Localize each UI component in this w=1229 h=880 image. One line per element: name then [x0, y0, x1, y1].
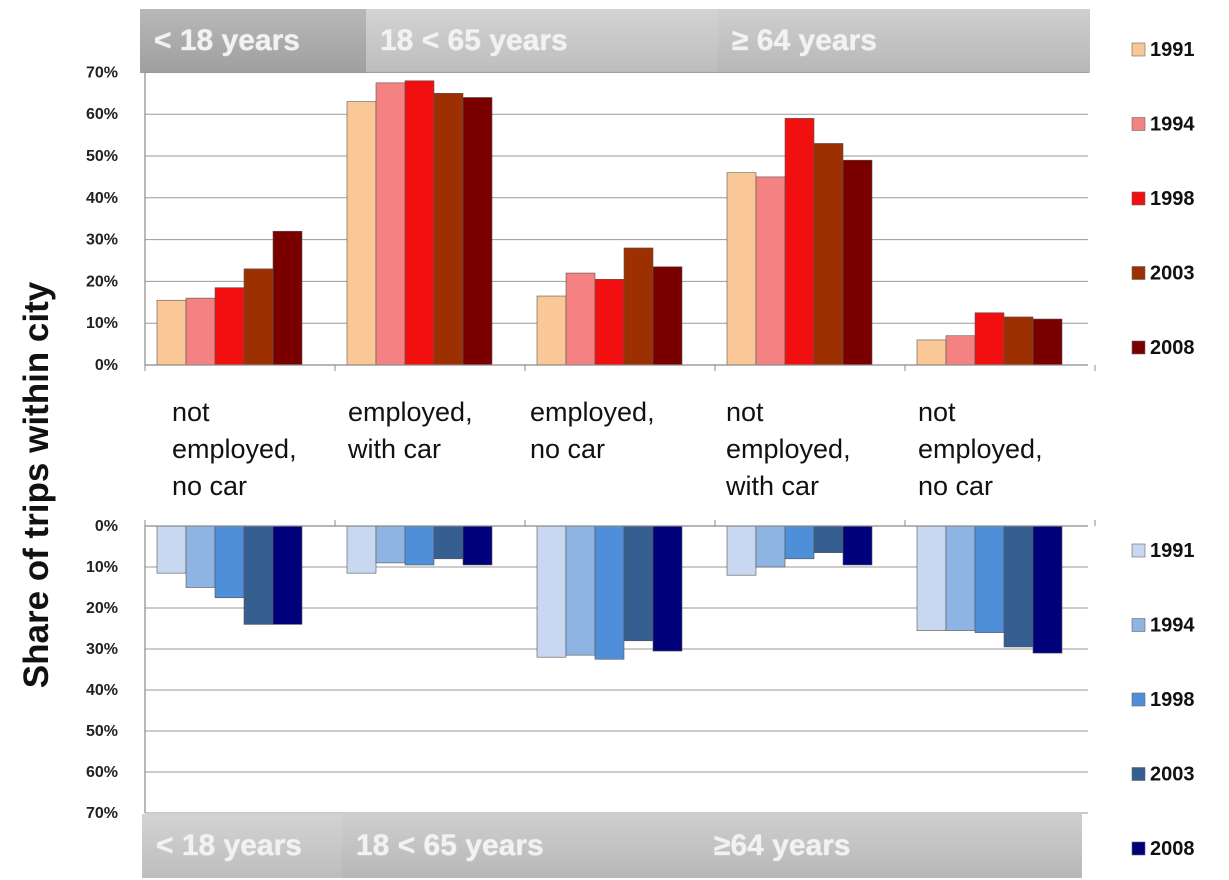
- bar-1991-cat5: [916, 525, 947, 631]
- bar-1998-cat4: [784, 525, 815, 560]
- bar-1991-cat2: [346, 101, 377, 366]
- bar-2003-cat3: [623, 525, 654, 642]
- bar-2003-cat3: [623, 247, 654, 366]
- bar-2003-cat5: [1003, 525, 1034, 648]
- y-tick-label: 30%: [86, 641, 118, 658]
- bar-1994-cat1: [185, 525, 216, 588]
- bar-1998-cat3: [594, 525, 625, 660]
- bar-1994-cat4: [755, 525, 786, 568]
- bar-2008-cat5: [1032, 525, 1063, 654]
- bar-2003-cat2: [433, 525, 464, 560]
- category-label-2: employed, with car: [348, 397, 473, 464]
- y-tick-label: 50%: [86, 723, 118, 740]
- bar-1998-cat3: [594, 279, 625, 366]
- age-band-senior-top: ≥ 64 years: [718, 9, 1090, 73]
- legend-label-1991: 1991: [1150, 39, 1195, 61]
- bar-1994-cat5: [945, 335, 976, 366]
- y-tick-label: 0%: [95, 357, 118, 374]
- y-tick-label: 50%: [86, 148, 118, 165]
- bar-1991-cat1: [156, 299, 187, 366]
- bar-1994-cat3: [565, 272, 596, 366]
- category-label-5: not employed, no car: [918, 397, 1043, 501]
- bar-2008-cat2: [462, 525, 493, 566]
- bar-2008-cat3: [652, 525, 683, 652]
- bar-2008-cat2: [462, 97, 493, 366]
- bar-1998-cat5: [974, 312, 1005, 366]
- bar-1991-cat3: [536, 295, 567, 366]
- y-tick-label: 70%: [86, 64, 118, 81]
- bar-2003-cat1: [243, 525, 274, 625]
- bar-1998-cat4: [784, 118, 815, 366]
- age-band-senior-bottom: ≥64 years: [700, 814, 1082, 878]
- y-tick-label: 0%: [95, 518, 118, 535]
- bar-2003-cat2: [433, 93, 464, 366]
- y-tick-label: 10%: [86, 315, 118, 332]
- legend-swatch-2003: [1131, 266, 1146, 280]
- legend-label-2003: 2003: [1150, 764, 1195, 786]
- bar-1994-cat2: [375, 525, 406, 564]
- bar-2008-cat1: [272, 230, 303, 366]
- bar-2008-cat4: [842, 525, 873, 566]
- y-tick-label: 70%: [86, 805, 118, 822]
- bar-2008-cat5: [1032, 318, 1063, 366]
- age-band-under-18-bottom: < 18 years: [142, 814, 344, 878]
- bar-1994-cat3: [565, 525, 596, 656]
- age-band-under-18-top: < 18 years: [140, 9, 370, 73]
- y-tick-label: 20%: [86, 273, 118, 290]
- bar-1998-cat1: [214, 525, 245, 599]
- y-tick-label: 10%: [86, 559, 118, 576]
- y-tick-label: 60%: [86, 106, 118, 123]
- legend-label-1991: 1991: [1150, 540, 1195, 562]
- bar-1991-cat1: [156, 525, 187, 574]
- legend-swatch-2008: [1131, 841, 1146, 856]
- y-tick-label: 20%: [86, 600, 118, 617]
- legend-label-2008: 2008: [1150, 838, 1195, 860]
- y-tick-label: 40%: [86, 190, 118, 207]
- bar-1994-cat4: [755, 176, 786, 366]
- legend-swatch-1998: [1131, 191, 1146, 206]
- legend-swatch-1991: [1131, 42, 1146, 57]
- legend-label-1998: 1998: [1150, 689, 1195, 711]
- bar-1991-cat4: [726, 172, 757, 366]
- bar-1991-cat4: [726, 525, 757, 576]
- bar-1994-cat1: [185, 297, 216, 366]
- legend-label-1994: 1994: [1150, 114, 1195, 136]
- bar-2003-cat4: [813, 525, 844, 553]
- bar-1991-cat5: [916, 339, 947, 366]
- bar-1991-cat2: [346, 525, 377, 574]
- category-label-3: employed, no car: [530, 397, 655, 464]
- legend-swatch-1994: [1131, 618, 1146, 632]
- legend-label-1994: 1994: [1150, 615, 1195, 637]
- bar-2003-cat1: [243, 268, 274, 366]
- legend-swatch-2008: [1131, 340, 1146, 355]
- legend-swatch-1998: [1131, 692, 1146, 707]
- y-tick-label: 40%: [86, 682, 118, 699]
- bar-1994-cat5: [945, 525, 976, 631]
- legend-label-2003: 2003: [1150, 263, 1195, 285]
- age-band-18-65-bottom: 18 < 65 years: [342, 814, 702, 878]
- bar-1998-cat2: [404, 525, 435, 566]
- legend-swatch-1991: [1131, 543, 1146, 558]
- y-tick-label: 30%: [86, 232, 118, 249]
- bar-1998-cat1: [214, 287, 245, 366]
- y-tick-label: 60%: [86, 764, 118, 781]
- legend-swatch-2003: [1131, 767, 1146, 781]
- bar-2008-cat4: [842, 159, 873, 366]
- bar-2003-cat5: [1003, 316, 1034, 366]
- category-label-1: not employed, no car: [172, 397, 297, 501]
- legend-label-2008: 2008: [1150, 337, 1195, 359]
- bar-1991-cat3: [536, 525, 567, 658]
- bar-2003-cat4: [813, 143, 844, 366]
- bar-1994-cat2: [375, 82, 406, 366]
- bar-1998-cat2: [404, 80, 435, 366]
- bar-2008-cat3: [652, 266, 683, 366]
- age-band-18-65-top: 18 < 65 years: [366, 9, 720, 73]
- bar-2008-cat1: [272, 525, 303, 625]
- category-label-4: not employed, with car: [726, 397, 851, 501]
- legend-swatch-1994: [1131, 117, 1146, 131]
- legend-label-1998: 1998: [1150, 188, 1195, 210]
- bar-1998-cat5: [974, 525, 1005, 633]
